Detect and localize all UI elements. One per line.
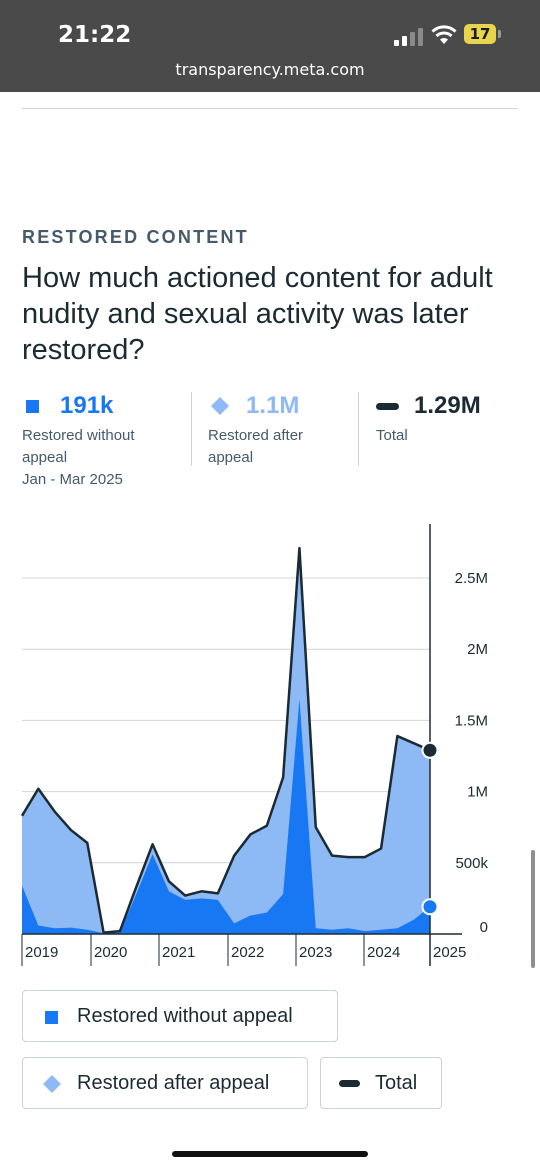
legend-total-button[interactable]: Total: [320, 1057, 442, 1109]
x-tick-label: 2025: [433, 944, 466, 961]
y-tick-label: 500k: [455, 855, 488, 872]
legend-restored-without-appeal-button[interactable]: Restored without appeal: [22, 990, 338, 1042]
y-tick-label: 2M: [467, 641, 488, 658]
stat-label: appeal: [208, 449, 254, 466]
diamond-marker-icon: [43, 1075, 61, 1093]
x-tick-label: 2022: [231, 944, 264, 961]
home-indicator[interactable]: [172, 1151, 368, 1157]
legend-restored-after-appeal-button[interactable]: Restored after appeal: [22, 1057, 308, 1109]
stat-separator: [358, 392, 359, 466]
stat-value: 1.29M: [414, 392, 481, 419]
x-tick-label: 2020: [94, 944, 127, 961]
legend-label: Restored after appeal: [77, 1072, 270, 1094]
x-tick-label: 2023: [299, 944, 332, 961]
square-marker-icon: [45, 1011, 58, 1024]
stat-label: Restored without: [22, 427, 135, 444]
stat-value: 191k: [60, 392, 114, 419]
dash-marker-icon: [376, 403, 399, 410]
y-tick-label: 1.5M: [455, 712, 488, 729]
cellular-signal-icon: [394, 28, 423, 46]
y-tick-label: 2.5M: [455, 570, 488, 587]
dash-marker-icon: [339, 1080, 360, 1087]
stat-label: Restored after: [208, 427, 304, 444]
stat-period: Jan - Mar 2025: [22, 471, 123, 488]
wifi-icon: [431, 25, 457, 44]
point-total-latest[interactable]: [421, 741, 439, 759]
x-tick-label: 2024: [367, 944, 400, 961]
stat-value: 1.1M: [246, 392, 300, 419]
x-tick-label: 2019: [25, 944, 58, 961]
page-scrollbar[interactable]: [531, 850, 535, 968]
status-bar: 21:22 17 transparency.meta.com: [0, 0, 540, 92]
battery-icon: 17: [464, 24, 502, 46]
square-marker-icon: [26, 400, 39, 413]
stat-separator: [191, 392, 192, 466]
legend-label: Total: [375, 1072, 418, 1094]
section-divider: [22, 108, 518, 109]
y-tick-label: 0: [480, 919, 488, 936]
area-restored-after-appeal: [22, 548, 430, 934]
section-eyebrow: RESTORED CONTENT: [22, 227, 249, 247]
section-headline: How much actioned content for adult nudi…: [22, 262, 493, 366]
point-without-appeal-latest[interactable]: [421, 898, 439, 916]
battery-level: 17: [464, 24, 496, 44]
line-total: [20, 546, 431, 934]
stat-label: appeal: [22, 449, 68, 466]
legend-label: Restored without appeal: [77, 1005, 293, 1027]
x-tick-label: 2021: [162, 944, 195, 961]
address-bar-url[interactable]: transparency.meta.com: [175, 60, 365, 79]
restored-content-area-chart[interactable]: 2019 2020 2021 2022 2023 2024 2025 0 500k 1M 1.5M 2…: [0, 518, 540, 970]
status-time: 21:22: [58, 22, 132, 48]
stat-label: Total: [376, 427, 408, 444]
diamond-marker-icon: [211, 397, 229, 415]
y-tick-label: 1M: [467, 784, 488, 801]
